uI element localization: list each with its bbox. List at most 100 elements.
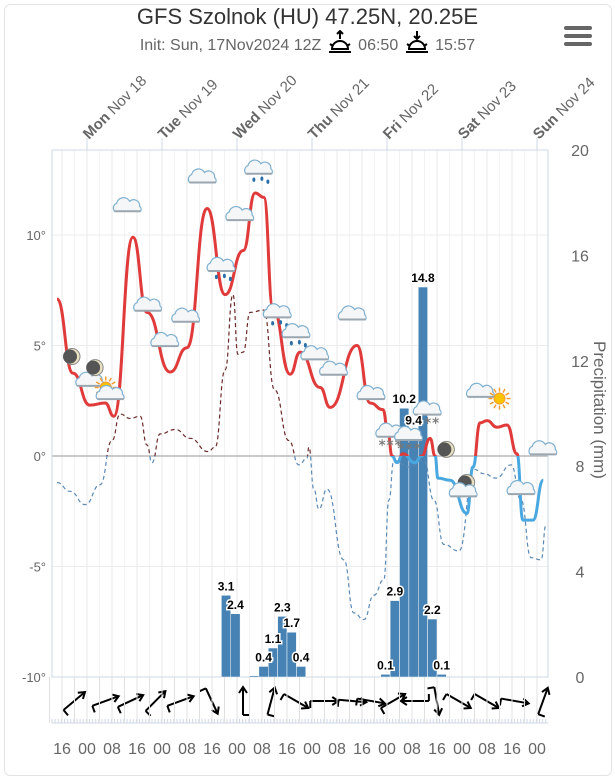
- precip-tick-label: 8: [576, 459, 585, 476]
- wind-barb: [537, 713, 546, 718]
- precip-label: 0.4: [293, 650, 310, 664]
- sun-icon: [488, 387, 511, 410]
- cloud-shape: [394, 425, 423, 441]
- wind-arrow-icon: [238, 685, 250, 716]
- snowflakes-icon: [397, 442, 421, 450]
- cloud-shape: [337, 305, 367, 321]
- sunrise-time: 06:50: [358, 37, 399, 54]
- snowflake-stroke: [416, 418, 423, 423]
- dewpoint-line-below: [56, 456, 547, 621]
- cloud-shape: [300, 345, 330, 360]
- precip-bar: [427, 618, 438, 678]
- snowflake-stroke: [413, 443, 421, 449]
- sun-ray: [505, 392, 510, 396]
- wind-head: [491, 701, 501, 710]
- precip-label: 3.1: [218, 579, 235, 593]
- wind-barb: [91, 705, 96, 713]
- wind-arrow-icon: [279, 693, 310, 710]
- sun-ray: [489, 392, 494, 396]
- wind-barb: [336, 699, 340, 707]
- wind-shaft: [266, 687, 276, 715]
- precip-bar: [286, 631, 297, 678]
- snowflake-stroke: [432, 418, 439, 423]
- hour-tick-label: 16: [428, 741, 446, 758]
- cloud-shape: [448, 482, 478, 497]
- day-date: Nov 22: [396, 81, 442, 127]
- moon-icon: [86, 359, 104, 377]
- snow-icon: [412, 400, 442, 425]
- wind-head: [186, 693, 196, 703]
- wind-barb: [267, 713, 275, 718]
- moon-icon: [437, 440, 455, 458]
- precip-bar: [418, 286, 428, 678]
- hour-tick-label: 08: [403, 741, 421, 758]
- day-label: Sat Nov 23: [455, 78, 520, 143]
- rain-drop: [260, 176, 264, 181]
- cloud-shape: [319, 360, 348, 376]
- precip-bar: [258, 666, 269, 678]
- cloud-icon: [171, 307, 201, 323]
- sun-ray: [493, 388, 497, 393]
- hour-tick-label: 00: [303, 741, 321, 758]
- wind-shaft: [380, 693, 406, 709]
- wind-head: [238, 685, 248, 694]
- hour-tick-label: 08: [103, 741, 121, 758]
- day-label: Thu Nov 21: [305, 75, 373, 143]
- rain-icon: [244, 159, 273, 184]
- precip-tick-label: 0: [576, 670, 585, 687]
- hour-tick-label: 08: [253, 741, 271, 758]
- wind-shaft: [92, 695, 119, 707]
- hour-tick-label: 00: [153, 741, 171, 758]
- wind-barb: [116, 706, 122, 714]
- hour-tick-label: 08: [328, 741, 346, 758]
- rain-drop: [289, 341, 293, 346]
- wind-arrow-icon: [199, 687, 220, 716]
- precip-bar: [296, 666, 306, 678]
- sunset-time: 15:57: [435, 37, 476, 54]
- wind-head: [135, 693, 145, 702]
- cloud-shape: [206, 256, 236, 272]
- snowflake-stroke: [394, 440, 402, 445]
- wind-shaft: [537, 687, 549, 715]
- wind-arrow-icon: [470, 693, 501, 710]
- moon-shadow: [437, 442, 452, 457]
- hour-tick-label: 00: [228, 741, 246, 758]
- precip-bar: [436, 674, 447, 678]
- wind-head: [77, 690, 87, 700]
- temp-tick-label: -5°: [29, 560, 46, 575]
- wind-arrow-icon: [166, 693, 196, 713]
- sun-ray: [502, 404, 506, 409]
- day-date: Nov 24: [553, 74, 599, 120]
- precip-tick-label: 4: [576, 565, 585, 582]
- hour-tick-label: 16: [503, 741, 521, 758]
- rain-drop: [266, 179, 270, 184]
- hour-tick-label: 08: [478, 741, 496, 758]
- hour-tick-label: 16: [278, 741, 296, 758]
- wind-barb: [498, 698, 503, 706]
- hamburger-icon[interactable]: [564, 26, 592, 48]
- day-label: Sun Nov 24: [530, 74, 599, 143]
- wind-arrow-icon: [442, 693, 473, 710]
- cloud-icon: [95, 384, 125, 401]
- init-time: Init: Sun, 17Nov2024 12Z: [139, 37, 322, 54]
- cloud-shape: [528, 440, 558, 455]
- hour-tick-label: 00: [378, 741, 396, 758]
- wind-arrow-icon: [91, 693, 121, 713]
- sun-ray: [95, 381, 101, 385]
- cloud-shape: [225, 205, 255, 221]
- wind-barb: [62, 709, 69, 717]
- cloud-icon: [300, 345, 330, 361]
- cloud-icon: [448, 482, 478, 498]
- precip-bar: [380, 674, 391, 678]
- hour-tick-label: 16: [353, 741, 371, 758]
- precip-tick-label: 20: [571, 143, 589, 160]
- wind-barb: [166, 705, 171, 713]
- precip-label: 14.8: [411, 271, 435, 285]
- precip-label: 1.7: [283, 616, 300, 630]
- rain-drop: [271, 321, 275, 326]
- sunrise-icon: [328, 29, 351, 53]
- temp-tick-label: 10°: [26, 228, 46, 243]
- precip-label: 9.4: [405, 413, 422, 427]
- cloud-icon: [319, 360, 348, 376]
